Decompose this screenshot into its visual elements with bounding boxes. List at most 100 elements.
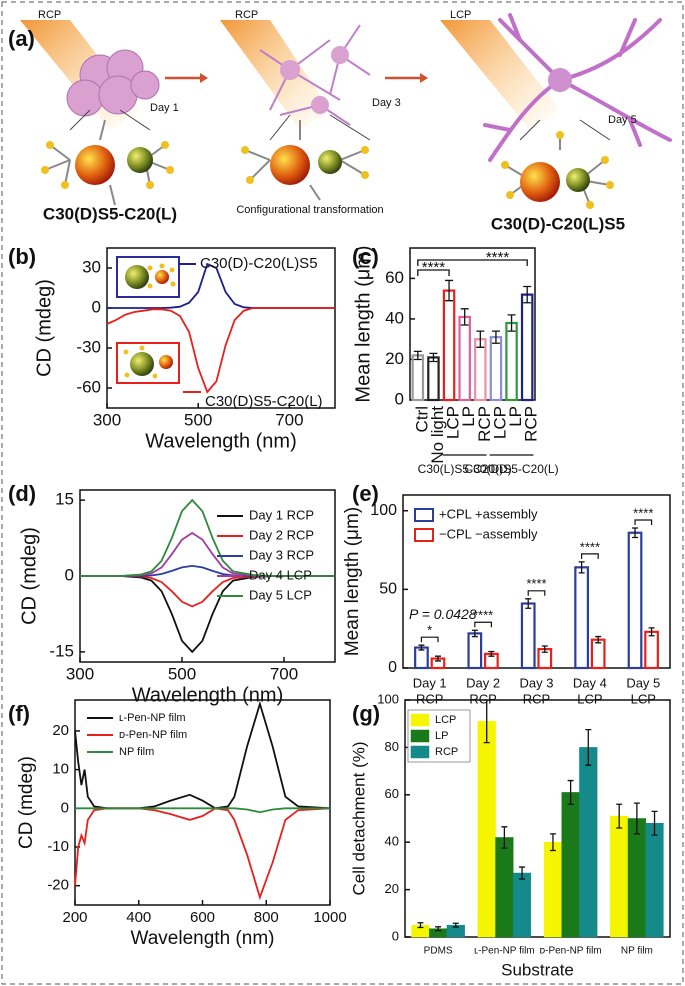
group-label: C30(L)S5-C20(D) xyxy=(418,462,512,476)
legend-swatch xyxy=(410,729,430,743)
x-axis-title: Wavelength (nm) xyxy=(145,430,297,452)
bar xyxy=(561,792,580,938)
error-bar xyxy=(578,561,585,574)
x-tick-label: 1000 xyxy=(313,909,346,926)
bar xyxy=(610,815,629,938)
x-tick-label: RCP xyxy=(522,406,541,442)
legend-label: ʟ-Pen-NP film xyxy=(119,712,186,724)
bar xyxy=(505,321,518,402)
bar xyxy=(520,293,534,402)
y-tick-label: 80 xyxy=(385,739,399,754)
x-tick-label: Day 4 xyxy=(573,675,607,690)
y-tick-label: 15 xyxy=(55,490,74,509)
legend-swatch xyxy=(414,508,434,522)
series-line xyxy=(74,807,331,901)
error-bar xyxy=(445,279,454,302)
significance-bracket xyxy=(474,621,492,628)
error-bar xyxy=(417,922,424,929)
error-bar xyxy=(452,922,459,928)
y-tick-label: 30 xyxy=(82,257,101,276)
bar xyxy=(574,566,590,670)
error-bar xyxy=(488,650,495,657)
bar xyxy=(644,630,659,670)
x-tick-label: 800 xyxy=(254,909,279,926)
cells xyxy=(280,46,349,114)
legend-label: LP xyxy=(435,730,448,742)
x-axis-title: Substrate xyxy=(501,960,574,979)
error-bar xyxy=(476,330,485,348)
inset xyxy=(116,256,180,298)
error-bar xyxy=(525,598,532,609)
x-tick-label: ᴅ-Pen-NP film xyxy=(540,946,602,957)
y-tick-label: 10 xyxy=(52,761,69,778)
y-tick-label: 0 xyxy=(65,565,74,584)
cells xyxy=(259,24,371,126)
y-tick-label: -60 xyxy=(76,377,101,396)
neuron-body xyxy=(548,68,572,92)
y-tick-label: 60 xyxy=(385,786,399,801)
bar xyxy=(477,721,496,938)
light-beam xyxy=(220,20,330,130)
x-tick-label: Day 1 xyxy=(413,675,447,690)
error-bar xyxy=(633,802,640,835)
y-tick-label: -20 xyxy=(47,877,69,894)
nanoparticle-assembly xyxy=(241,120,369,201)
x-tick-label: Day 2 xyxy=(466,675,500,690)
neuron xyxy=(483,13,672,162)
x-tick-label: No light xyxy=(428,406,447,464)
light-label: RCP xyxy=(235,9,258,21)
group-label: C30(D)S5-C20(L) xyxy=(465,462,559,476)
legend-label: −CPL −assembly xyxy=(439,526,538,541)
x-tick-label: LCP xyxy=(631,691,656,706)
bar xyxy=(627,818,646,938)
bar xyxy=(467,632,483,670)
error-bar xyxy=(460,308,469,326)
light-label: RCP xyxy=(38,9,61,21)
error-bar xyxy=(595,635,602,644)
series-line xyxy=(74,700,331,810)
x-tick-label: LP xyxy=(459,406,478,427)
y-tick-label: 0 xyxy=(392,928,399,943)
y-tick-label: 0 xyxy=(92,297,101,316)
error-bar xyxy=(519,866,526,880)
bar xyxy=(427,356,440,402)
y-tick-label: -10 xyxy=(47,838,69,855)
panel-label: (a) xyxy=(8,26,35,51)
y-tick-label: 100 xyxy=(377,691,399,706)
series-line xyxy=(80,498,335,577)
error-bar xyxy=(418,644,425,651)
legend-label: Day 4 LCP xyxy=(249,567,312,582)
legend-label: +CPL +assembly xyxy=(439,506,538,521)
significance-bracket xyxy=(634,519,653,526)
significance-bracket xyxy=(420,636,439,643)
error-bar xyxy=(483,699,490,744)
legend-label: ᴅ-Pen-NP film xyxy=(119,729,187,741)
plot-frame xyxy=(404,699,671,938)
bar xyxy=(442,289,456,402)
x-tick-label: 300 xyxy=(93,410,121,429)
day-label: Day 5 xyxy=(608,114,637,126)
legend-swatch xyxy=(410,745,430,759)
x-tick-label: 700 xyxy=(275,410,303,429)
bar xyxy=(543,841,563,938)
error-bar xyxy=(471,629,478,638)
error-bar xyxy=(429,352,438,363)
day-label: Day 3 xyxy=(372,97,401,109)
x-tick-label: 300 xyxy=(66,664,94,683)
bar xyxy=(474,338,487,402)
y-tick-label: 0 xyxy=(395,389,404,408)
bar xyxy=(590,638,606,670)
y-tick-label: 60 xyxy=(385,268,404,287)
significance-bracket xyxy=(417,269,450,276)
significance-label: **** xyxy=(486,249,510,266)
plot-frame xyxy=(409,247,536,401)
light-label: LCP xyxy=(450,9,471,21)
bar xyxy=(627,531,643,670)
x-tick-label: 700 xyxy=(270,664,298,683)
x-tick-label: RCP xyxy=(523,691,550,706)
y-axis-title: Mean length (μm) xyxy=(342,507,363,656)
error-bar xyxy=(507,314,516,332)
series-line xyxy=(75,807,330,814)
